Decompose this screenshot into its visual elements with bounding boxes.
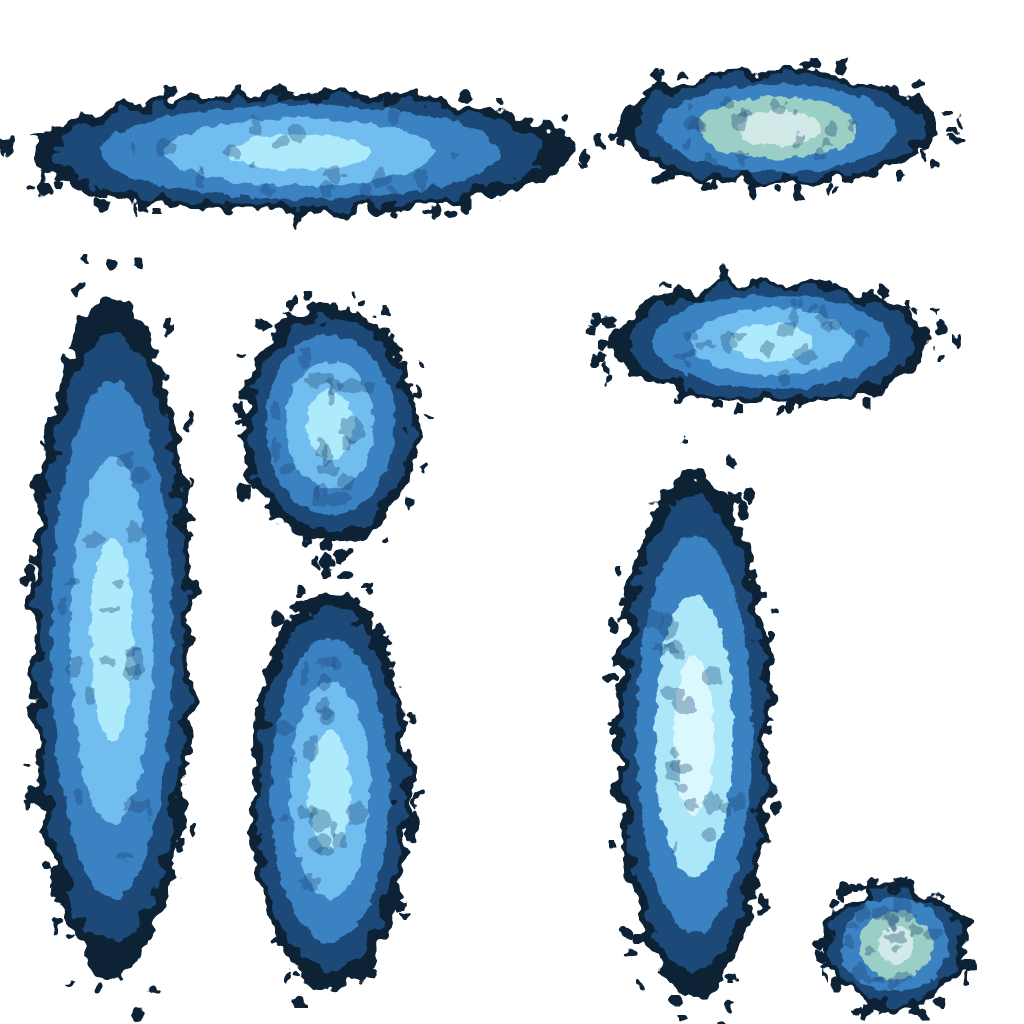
sprite-splash-horizontal-medium: [584, 264, 961, 417]
sprite-splash-vertical-cyan: [603, 437, 781, 1024]
sprite-splash-vertical-medium: [250, 553, 424, 1006]
sprite-splash-horizontal-pale: [618, 56, 965, 202]
sprite-splash-horizontal-large: [0, 84, 604, 228]
sprite-splash-oval-small: [234, 291, 435, 573]
sprite-splash-round-small: [813, 876, 977, 1020]
sprite-splash-vertical-tall: [20, 255, 199, 1022]
